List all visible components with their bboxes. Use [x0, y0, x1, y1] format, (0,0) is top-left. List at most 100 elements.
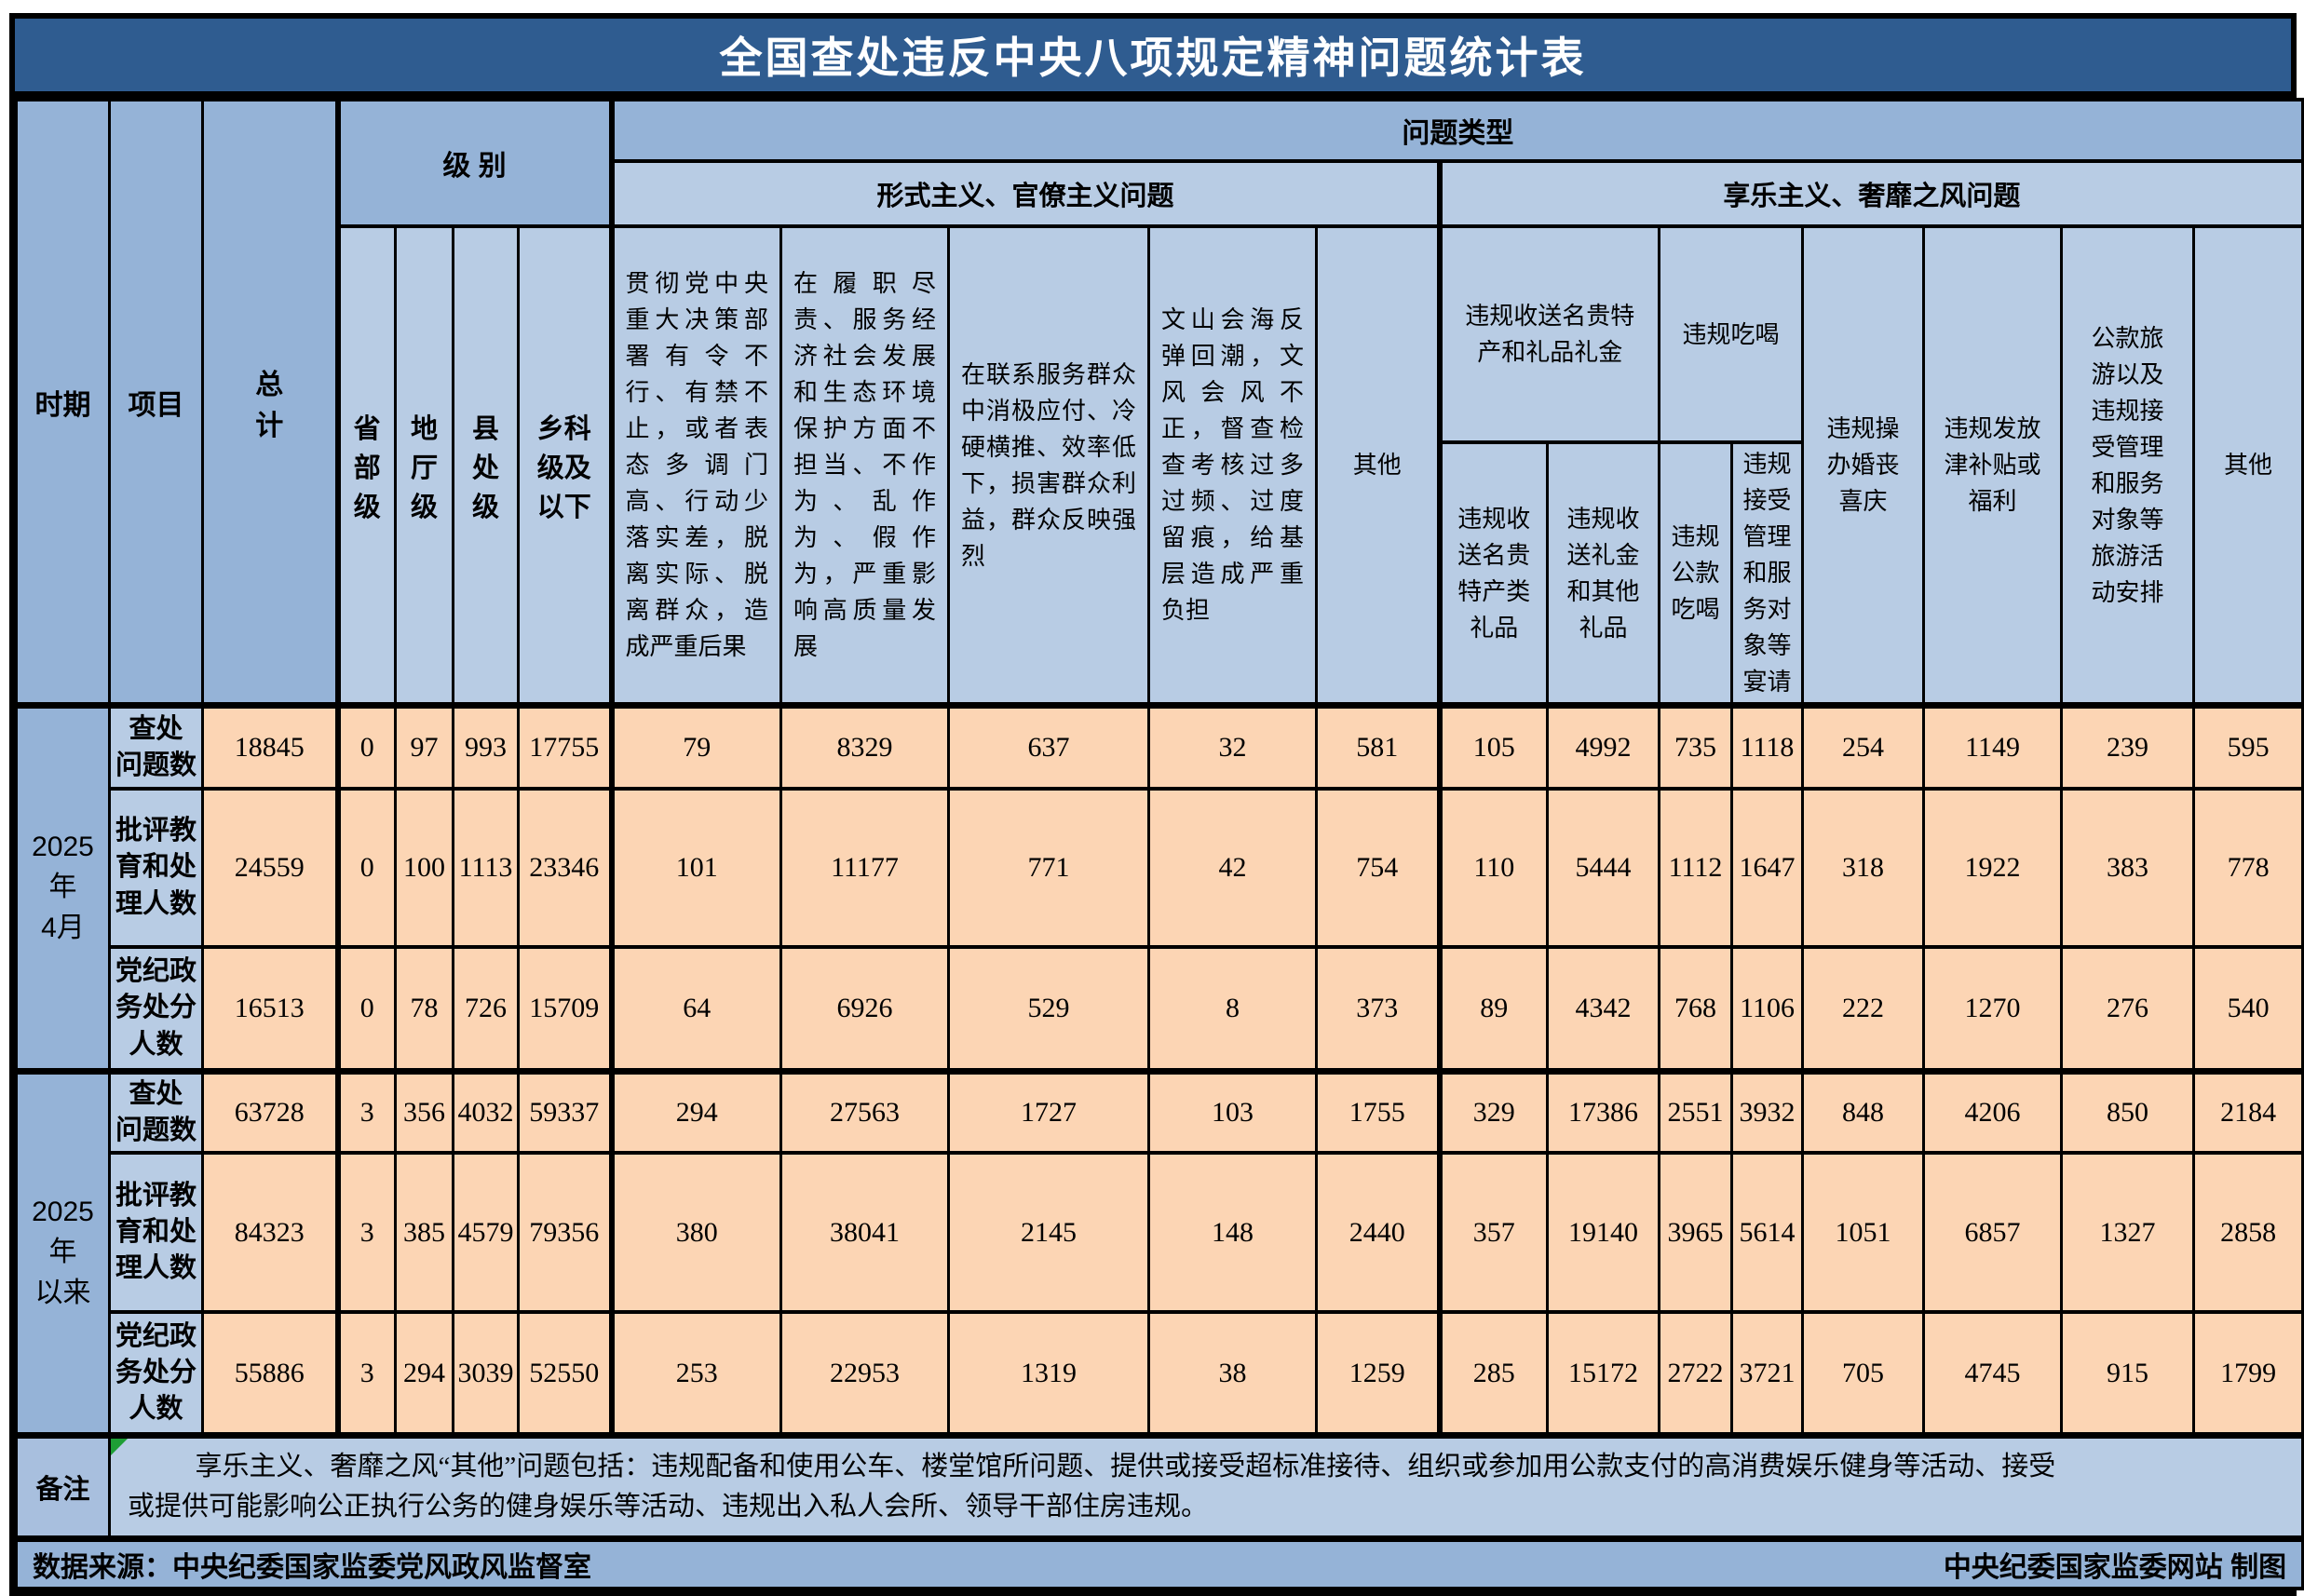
data-cell: 17755: [516, 702, 615, 791]
comment-indicator-icon: [112, 1441, 128, 1456]
col-header-period: 时期: [15, 98, 111, 708]
data-cell: 2722: [1658, 1310, 1734, 1438]
data-cell: 2551: [1658, 1068, 1734, 1156]
col-header-hedonism-other: 其他: [2192, 224, 2304, 708]
data-cell: 148: [1147, 1151, 1319, 1315]
data-cell: 848: [1801, 1068, 1926, 1156]
data-cell: 0: [336, 787, 397, 949]
data-cell: 1922: [1922, 787, 2064, 949]
data-cell: 103: [1147, 1068, 1319, 1156]
col-header-prefecture-level: 地 厅 级: [394, 224, 454, 708]
row-label: 批评教 育和处 理人数: [108, 787, 204, 949]
data-cell: 253: [610, 1310, 783, 1438]
data-cell: 42: [1147, 787, 1319, 949]
data-cell: 581: [1315, 702, 1443, 791]
col-group-formalism: 形式主义、官僚主义问题: [610, 159, 1443, 228]
data-cell: 1799: [2192, 1310, 2304, 1438]
data-cell: 4992: [1546, 702, 1661, 791]
col-group-eating: 违规吃喝: [1658, 224, 1805, 444]
data-cell: 356: [394, 1068, 454, 1156]
data-cell: 2145: [947, 1151, 1151, 1315]
data-cell: 59337: [516, 1068, 615, 1156]
data-cell: 15709: [516, 945, 615, 1074]
col-header-formalism-2: 在履职尽责、服务经济社会发展和生态环境保护方面不担当、不作为、乱作为、假作为，严…: [779, 224, 951, 708]
data-cell: 4745: [1922, 1310, 2064, 1438]
data-cell: 24559: [201, 787, 341, 949]
data-cell: 27563: [779, 1068, 951, 1156]
data-cell: 6926: [779, 945, 951, 1074]
data-cell: 915: [2060, 1310, 2196, 1438]
col-header-gifts-specialty: 违规收 送名贵 特产类 礼品: [1438, 440, 1550, 708]
data-cell: 5614: [1730, 1151, 1805, 1315]
data-cell: 4032: [452, 1068, 520, 1156]
data-cell: 8329: [779, 702, 951, 791]
col-header-formalism-3: 在联系服务群众中消极应付、冷硬横推、效率低下，损害群众利益，群众反映强烈: [947, 224, 1151, 708]
col-header-formalism-4: 文山会海反弹回潮，文风会风不正，督查检查考核过多过频、过度留痕，给基层造成严重负…: [1147, 224, 1319, 708]
col-group-problem-type: 问题类型: [610, 98, 2304, 163]
data-cell: 11177: [779, 787, 951, 949]
data-cell: 84323: [201, 1151, 341, 1315]
data-cell: 1106: [1730, 945, 1805, 1074]
col-header-item: 项目: [108, 98, 204, 708]
data-cell: 89: [1438, 945, 1550, 1074]
row-label: 查处 问题数: [108, 702, 204, 791]
data-cell: 276: [2060, 945, 2196, 1074]
data-cell: 79: [610, 702, 783, 791]
data-cell: 637: [947, 702, 1151, 791]
data-cell: 294: [394, 1310, 454, 1438]
data-cell: 2858: [2192, 1151, 2304, 1315]
data-cell: 18845: [201, 702, 341, 791]
data-cell: 4342: [1546, 945, 1661, 1074]
data-cell: 22953: [779, 1310, 951, 1438]
col-group-gifts: 违规收送名贵特 产和礼品礼金: [1438, 224, 1661, 444]
data-cell: 32: [1147, 702, 1319, 791]
remark-label: 备注: [15, 1432, 111, 1541]
data-cell: 16513: [201, 945, 341, 1074]
data-cell: 329: [1438, 1068, 1550, 1156]
data-cell: 318: [1801, 787, 1926, 949]
statistics-table: 时期 项目 总 计 级 别 问题类型 形式主义、官僚主义问题 享乐主义、奢靡之风…: [14, 98, 2304, 1591]
row-label: 党纪政 务处分 人数: [108, 945, 204, 1074]
data-cell: 19140: [1546, 1151, 1661, 1315]
data-cell: 8: [1147, 945, 1319, 1074]
data-cell: 1647: [1730, 787, 1805, 949]
data-cell: 52550: [516, 1310, 615, 1438]
statistics-sheet: 全国查处违反中央八项规定精神问题统计表 时期 项目 总 计 级 别 问题类型 形…: [9, 13, 2304, 1596]
data-cell: 1118: [1730, 702, 1805, 791]
footer-bar: 数据来源：中央纪委国家监委党风政风监督室 中央纪委国家监委网站 制图: [14, 1535, 2304, 1591]
data-cell: 726: [452, 945, 520, 1074]
data-cell: 0: [336, 702, 397, 791]
col-header-gifts-money: 违规收 送礼金 和其他 礼品: [1546, 440, 1661, 708]
data-cell: 2184: [2192, 1068, 2304, 1156]
data-cell: 55886: [201, 1310, 341, 1438]
data-cell: 64: [610, 945, 783, 1074]
col-header-provincial-level: 省 部 级: [336, 224, 397, 708]
data-cell: 385: [394, 1151, 454, 1315]
data-cell: 4206: [1922, 1068, 2064, 1156]
data-cell: 78: [394, 945, 454, 1074]
data-cell: 285: [1438, 1310, 1550, 1438]
data-cell: 239: [2060, 702, 2196, 791]
remark-text: 享乐主义、奢靡之风“其他”问题包括：违规配备和使用公车、楼堂馆所问题、提供或接受…: [128, 1451, 2056, 1522]
col-header-county-level: 县 处 级: [452, 224, 520, 708]
col-header-formalism-1: 贯彻党中央重大决策部署有令不行、有禁不止，或者表态多调门高、行动少落实差，脱离实…: [610, 224, 783, 708]
data-cell: 850: [2060, 1068, 2196, 1156]
data-cell: 2440: [1315, 1151, 1443, 1315]
data-cell: 595: [2192, 702, 2304, 791]
data-cell: 1327: [2060, 1151, 2196, 1315]
col-header-total: 总 计: [201, 98, 341, 708]
data-cell: 100: [394, 787, 454, 949]
data-cell: 3: [336, 1151, 397, 1315]
data-cell: 38041: [779, 1151, 951, 1315]
data-cell: 79356: [516, 1151, 615, 1315]
data-cell: 3: [336, 1310, 397, 1438]
data-cell: 101: [610, 787, 783, 949]
data-cell: 38: [1147, 1310, 1319, 1438]
data-cell: 540: [2192, 945, 2304, 1074]
row-label: 党纪政 务处分 人数: [108, 1310, 204, 1438]
col-header-allowance: 违规发放 津补贴或 福利: [1922, 224, 2064, 708]
data-cell: 1259: [1315, 1310, 1443, 1438]
data-cell: 1319: [947, 1310, 1151, 1438]
data-cell: 254: [1801, 702, 1926, 791]
data-cell: 1112: [1658, 787, 1734, 949]
